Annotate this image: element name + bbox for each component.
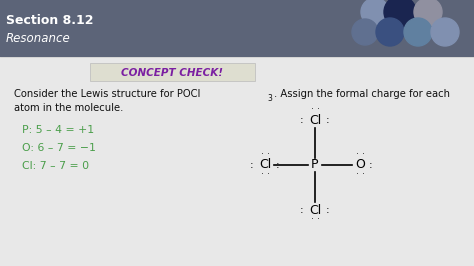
Text: :: : (326, 115, 330, 125)
Text: Cl: Cl (259, 159, 271, 172)
Text: O: O (355, 159, 365, 172)
Text: Cl: Cl (309, 114, 321, 127)
Circle shape (384, 0, 416, 28)
Text: ·: · (261, 171, 264, 180)
Text: P: 5 – 4 = +1: P: 5 – 4 = +1 (22, 125, 94, 135)
Text: ·: · (362, 151, 365, 160)
Text: ·: · (317, 106, 319, 114)
Text: O: 6 – 7 = −1: O: 6 – 7 = −1 (22, 143, 96, 153)
Text: atom in the molecule.: atom in the molecule. (14, 103, 123, 113)
Text: P: P (311, 159, 319, 172)
Circle shape (414, 0, 442, 26)
Text: :: : (300, 205, 304, 215)
Text: :: : (300, 115, 304, 125)
Circle shape (352, 19, 378, 45)
Text: ·: · (356, 151, 358, 160)
Text: :: : (369, 160, 373, 170)
Text: ·: · (362, 171, 365, 180)
Text: ·: · (317, 215, 319, 225)
Text: ·: · (356, 171, 358, 180)
Text: ·: · (310, 106, 313, 114)
Circle shape (404, 18, 432, 46)
Text: Section 8.12: Section 8.12 (6, 14, 93, 27)
Bar (90, 63, 255, 81)
Text: CONCEPT CHECK!: CONCEPT CHECK! (121, 68, 224, 78)
Text: . Assign the formal charge for each: . Assign the formal charge for each (274, 89, 450, 99)
Text: :: : (326, 205, 330, 215)
Text: Resonance: Resonance (6, 32, 71, 45)
Text: Consider the Lewis structure for POCl: Consider the Lewis structure for POCl (14, 89, 201, 99)
Circle shape (361, 0, 389, 26)
Bar (0, 0, 474, 57)
Circle shape (431, 18, 459, 46)
Text: Cl: 7 – 7 = 0: Cl: 7 – 7 = 0 (22, 161, 89, 171)
Text: ·: · (266, 171, 269, 180)
Text: ·: · (266, 151, 269, 160)
Text: Cl: Cl (309, 203, 321, 217)
Text: :: : (250, 160, 254, 170)
Circle shape (376, 18, 404, 46)
Text: ·: · (261, 151, 264, 160)
Text: ·: · (310, 215, 313, 225)
Text: :: : (276, 160, 280, 170)
Text: 3: 3 (267, 94, 272, 103)
